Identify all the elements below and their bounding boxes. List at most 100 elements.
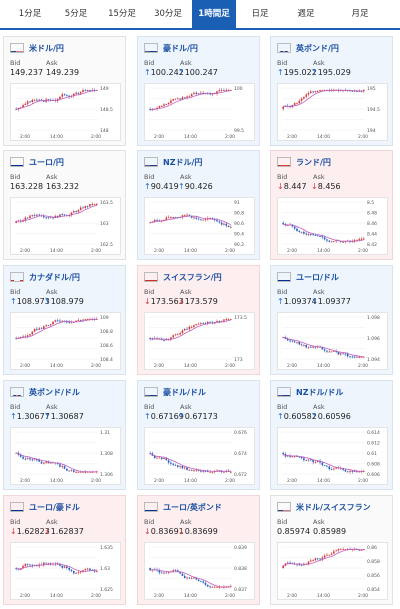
rate-card[interactable]: カナダドル/円 Bid Ask ↑108.973 ↑108.979 109 108.8 108…	[3, 265, 126, 375]
mini-chart[interactable]: 0.839 0.838 0.837 2:00 14:00 2:00	[144, 542, 255, 600]
rate-card[interactable]: ランド/円 Bid Ask ↓8.447 ↓8.456 8.5 8.48 8.46 8.44 8.…	[270, 150, 393, 260]
tab-0[interactable]: 1分足	[18, 9, 42, 19]
y-tick-label: 0.839	[234, 545, 247, 551]
candle-body	[204, 582, 207, 585]
mini-chart[interactable]: 163.5 163 162.5 2:00 14:00 2:00	[10, 197, 121, 255]
pair-title[interactable]: 豪ドル/円	[163, 43, 198, 53]
pair-title[interactable]: ランド/円	[296, 157, 331, 167]
candle-body	[291, 340, 294, 342]
mini-chart[interactable]: 0.86 0.858 0.856 0.854 2:00 14:00 2:00	[277, 542, 388, 600]
y-tick-label: 1.63	[100, 566, 110, 572]
candle-body	[179, 98, 181, 100]
pair-title[interactable]: 米ドル/スイスフラン	[296, 502, 371, 512]
x-tick-label: 2:00	[225, 134, 235, 140]
candle-body	[227, 319, 230, 320]
y-tick-label: 0.858	[367, 559, 380, 565]
pair-title[interactable]: ユーロ/ドル	[296, 272, 339, 282]
ask-value: 163.232	[46, 182, 80, 191]
candle-body	[89, 204, 91, 207]
tab-7[interactable]: 月足	[351, 9, 369, 19]
y-tick-label: 90.6	[234, 221, 244, 227]
pair-title[interactable]: ユーロ/英ポンド	[163, 502, 222, 512]
x-tick-label: 2:00	[358, 478, 368, 484]
rate-card[interactable]: 英ポンド/円 Bid Ask ↑195.022 ↑195.029 195 194.5 194 2…	[270, 36, 393, 146]
candle-body	[349, 471, 351, 472]
rate-card[interactable]: ユーロ/ドル Bid Ask ↑1.09374 ↑1.09377 1.098 1.096 1.…	[270, 265, 393, 375]
candle-body	[360, 238, 363, 240]
mini-chart[interactable]: 0.614 0.612 0.61 0.608 0.606 2:00 14:00 2:00	[277, 427, 388, 485]
pair-title[interactable]: 豪ドル/ドル	[163, 387, 206, 397]
mini-chart[interactable]: 0.676 0.674 0.672 2:00 14:00 2:00	[144, 427, 255, 485]
candle-body	[351, 356, 354, 358]
pair-title[interactable]: NZドル/ドル	[296, 387, 344, 397]
tab-4[interactable]: 1時間足	[192, 0, 236, 28]
candle-body	[56, 320, 59, 322]
mini-chart[interactable]: 8.5 8.48 8.46 8.44 8.42 2:00 14:00 2:00	[277, 197, 388, 255]
arrow-up-icon: ↑	[178, 68, 185, 77]
x-tick-label: 2:00	[225, 593, 235, 599]
pair-title[interactable]: カナダドル/円	[29, 272, 80, 282]
mini-chart[interactable]: 1.098 1.096 1.094 2:00 14:00 2:00	[277, 312, 388, 370]
pair-title[interactable]: 英ポンド/ドル	[29, 387, 80, 397]
candle-body	[218, 90, 221, 92]
x-tick-label: 2:00	[20, 134, 30, 140]
candle-body	[326, 554, 328, 556]
tab-5[interactable]: 日足	[251, 9, 269, 19]
x-tick-label: 2:00	[358, 593, 368, 599]
candle-body	[172, 217, 175, 218]
rate-card[interactable]: スイスフラン/円 Bid Ask ↓173.563 ↓173.579 173.5 173 2:…	[137, 265, 260, 375]
candle-body	[31, 215, 34, 217]
tab-1[interactable]: 5分足	[64, 9, 88, 19]
rate-card[interactable]: NZドル/円 Bid Ask ↑90.419 ↑90.426 91 90.8 90.6 90.4…	[137, 150, 260, 260]
mini-chart[interactable]: 1.31 1.308 1.306 2:00 14:00 2:00	[10, 427, 121, 485]
rate-card[interactable]: ユーロ/豪ドル Bid Ask ↓1.62823 ↓1.62837 1.635 1.63 1.…	[3, 495, 126, 605]
pair-title[interactable]: 英ポンド/円	[296, 43, 339, 53]
mini-chart[interactable]: 173.5 173 2:00 14:00 2:00	[144, 312, 255, 370]
rate-card[interactable]: 米ドル/円 Bid Ask 149.237 149.239 149 148.5 148 2:00…	[3, 36, 126, 146]
mini-chart[interactable]: 149 148.5 148 2:00 14:00 2:00	[10, 83, 121, 141]
mini-chart[interactable]: 100 99.5 2:00 14:00 2:00	[144, 83, 255, 141]
rate-card[interactable]: NZドル/ドル Bid Ask ↑0.60582 ↑0.60596 0.614 0.612 0…	[270, 380, 393, 490]
rate-card[interactable]: 米ドル/スイスフラン Bid Ask 0.85974 0.85989 0.86 0.858 0…	[270, 495, 393, 605]
rate-card[interactable]: 豪ドル/円 Bid Ask ↑100.242 ↑100.247 100 99.5 2:00 14…	[137, 36, 260, 146]
arrow-down-icon: ↓	[311, 182, 318, 191]
rate-card[interactable]: 豪ドル/ドル Bid Ask ↑0.67169 ↑0.67173 0.676 0.674 0.…	[137, 380, 260, 490]
bid-value-group: 0.85974	[277, 527, 310, 536]
pair-title[interactable]: 米ドル/円	[29, 43, 64, 53]
tab-2[interactable]: 15分足	[108, 9, 136, 19]
candle-body	[282, 565, 284, 568]
bid-value: 163.228	[10, 182, 44, 191]
tab-6[interactable]: 週足	[297, 9, 315, 19]
tab-3[interactable]: 30分足	[154, 9, 182, 19]
mini-chart[interactable]: 195 194.5 194 2:00 14:00 2:00	[277, 83, 388, 141]
rate-card[interactable]: ユーロ/英ポンド Bid Ask ↓0.83691 ↓0.83699 0.839 0.838…	[137, 495, 260, 605]
candle-body	[197, 218, 200, 220]
candle-body	[26, 217, 29, 219]
candle-body	[66, 566, 68, 568]
pair-title[interactable]: NZドル/円	[163, 157, 203, 167]
card-header: ユーロ/豪ドル	[10, 501, 80, 513]
pair-title[interactable]: ユーロ/円	[29, 157, 64, 167]
candle-body	[172, 335, 175, 338]
rate-card[interactable]: 英ポンド/ドル Bid Ask ↑1.30677 ↑1.30687 1.31 1.308 1.…	[3, 380, 126, 490]
candle-body	[36, 565, 38, 567]
pair-title[interactable]: ユーロ/豪ドル	[29, 502, 80, 512]
rate-card[interactable]: ユーロ/円 Bid Ask 163.228 163.232 163.5 163 162.5 2:…	[3, 150, 126, 260]
candle-body	[82, 471, 84, 473]
mini-chart[interactable]: 91 90.8 90.6 90.4 90.2 2:00 14:00 2:00	[144, 197, 255, 255]
pair-title[interactable]: スイスフラン/円	[163, 272, 222, 282]
candle-body	[323, 349, 326, 351]
candle-body	[61, 466, 64, 467]
candle-body	[188, 469, 191, 471]
candle-body	[66, 94, 68, 96]
mini-chart[interactable]: 109 108.8 108.6 108.4 2:00 14:00 2:00	[10, 312, 121, 370]
timeframe-tabs: 1分足 5分足 15分足 30分足 1時間足 日足 週足 月足	[0, 0, 400, 30]
card-header: ユーロ/英ポンド	[144, 501, 222, 513]
mini-chart[interactable]: 1.635 1.63 1.625 2:00 14:00 2:00	[10, 542, 121, 600]
candle-body	[47, 99, 50, 101]
arrow-up-icon: ↑	[277, 412, 284, 421]
candle-body	[305, 94, 308, 97]
ask-value: 1.09377	[317, 297, 351, 306]
candle-body	[160, 106, 163, 107]
candle-body	[79, 471, 82, 473]
